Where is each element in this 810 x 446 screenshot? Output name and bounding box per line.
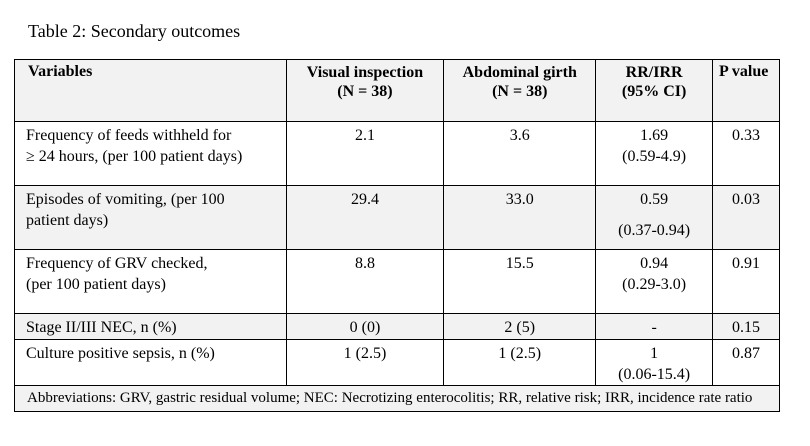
header-p-value: P value — [712, 59, 780, 122]
table-row: Episodes of vomiting, (per 100 patient d… — [14, 185, 780, 250]
header-row: Variables Visual inspection (N = 38) Abd… — [14, 59, 780, 122]
abbreviations-footnote: Abbreviations: GRV, gastric residual vol… — [14, 385, 780, 412]
row-rr-value: 1.69 (0.59-4.9) — [595, 121, 714, 186]
row-variable-line1: Frequency of GRV checked, — [26, 255, 208, 272]
row-variable: Episodes of vomiting, (per 100 patient d… — [14, 185, 287, 250]
row-girth-value: 15.5 — [443, 249, 597, 314]
row-p-value: 0.91 — [712, 249, 780, 314]
header-abdominal-girth: Abdominal girth (N = 38) — [443, 59, 597, 122]
row-variable: Stage II/III NEC, n (%) — [14, 313, 287, 340]
row-variable-line2: patient days) — [26, 212, 109, 229]
row-variable: Frequency of feeds withheld for ≥ 24 hou… — [14, 121, 287, 186]
row-visual-value: 8.8 — [285, 249, 445, 314]
row-visual-value: 2.1 — [285, 121, 445, 186]
row-rr-estimate: 0.94 — [640, 255, 669, 272]
header-visual-label: Visual inspection — [306, 64, 424, 81]
header-visual-n: (N = 38) — [337, 83, 393, 100]
row-variable-line1: Episodes of vomiting, (per 100 — [26, 191, 225, 208]
header-girth-n: (N = 38) — [492, 83, 548, 100]
header-variables: Variables — [14, 59, 287, 122]
row-rr-estimate: 1 — [650, 345, 659, 362]
row-variable-line1: Frequency of feeds withheld for — [26, 127, 232, 144]
row-rr-ci: (0.59-4.9) — [622, 148, 687, 165]
row-variable: Frequency of GRV checked, (per 100 patie… — [14, 249, 287, 314]
table-row: Frequency of GRV checked, (per 100 patie… — [14, 249, 780, 314]
row-p-value: 0.03 — [712, 185, 780, 250]
row-rr-value: 0.59 (0.37-0.94) — [595, 185, 714, 250]
row-girth-value: 33.0 — [443, 185, 597, 250]
header-rr-label: RR/IRR — [625, 64, 683, 81]
row-rr-value: 0.94 (0.29-3.0) — [595, 249, 714, 314]
row-p-value: 0.15 — [712, 313, 780, 340]
table-row: Culture positive sepsis, n (%) 1 (2.5) 1… — [14, 339, 780, 386]
row-girth-value: 2 (5) — [443, 313, 597, 340]
row-rr-ci: (0.37-0.94) — [618, 222, 691, 239]
table-row: Frequency of feeds withheld for ≥ 24 hou… — [14, 121, 780, 186]
row-rr-ci: (0.06-15.4) — [618, 366, 691, 383]
row-rr-value: 1 (0.06-15.4) — [595, 339, 714, 386]
secondary-outcomes-table: Variables Visual inspection (N = 38) Abd… — [14, 59, 780, 412]
row-girth-value: 1 (2.5) — [443, 339, 597, 386]
row-visual-value: 1 (2.5) — [285, 339, 445, 386]
row-p-value: 0.87 — [712, 339, 780, 386]
row-visual-value: 29.4 — [285, 185, 445, 250]
row-girth-value: 3.6 — [443, 121, 597, 186]
table-caption: Table 2: Secondary outcomes — [28, 21, 241, 41]
header-rr-irr: RR/IRR (95% CI) — [595, 59, 714, 122]
header-girth-label: Abdominal girth — [462, 64, 577, 81]
row-rr-estimate: 0.59 — [640, 191, 669, 208]
row-variable-line2: ≥ 24 hours, (per 100 patient days) — [26, 148, 243, 165]
row-rr-ci: (0.29-3.0) — [622, 276, 687, 293]
footnote-row: Abbreviations: GRV, gastric residual vol… — [14, 385, 780, 412]
header-visual-inspection: Visual inspection (N = 38) — [285, 59, 445, 122]
row-variable: Culture positive sepsis, n (%) — [14, 339, 287, 386]
row-p-value: 0.33 — [712, 121, 780, 186]
row-variable-line2: (per 100 patient days) — [26, 276, 166, 293]
row-rr-estimate: 1.69 — [640, 127, 669, 144]
row-rr-value: - — [595, 313, 714, 340]
row-visual-value: 0 (0) — [285, 313, 445, 340]
table-row: Stage II/III NEC, n (%) 0 (0) 2 (5) - 0.… — [14, 313, 780, 340]
header-rr-ci: (95% CI) — [621, 83, 687, 100]
